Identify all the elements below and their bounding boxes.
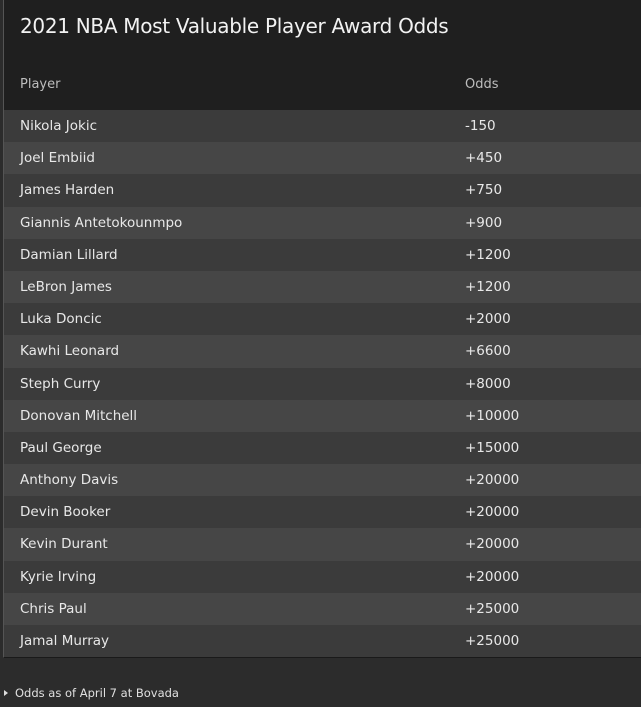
odds-value: -150 [465,118,496,134]
player-name: Joel Embiid [20,150,95,167]
odds-value: +20000 [465,504,520,521]
player-name: Paul George [20,439,102,456]
odds-value: +1200 [465,278,511,295]
odds-value: +2000 [465,311,511,328]
player-name: Luka Doncic [20,311,102,328]
odds-value: +20000 [465,472,520,489]
table-row: Anthony Davis +20000 [4,464,641,497]
table-row: Jamal Murray +25000 [4,625,641,658]
odds-value: +8000 [465,375,511,392]
column-header-player: Player [20,77,61,92]
player-name: Kawhi Leonard [20,343,120,360]
odds-value: +450 [465,150,503,167]
player-name: Donovan Mitchell [20,407,138,424]
table-row: Nikola Jokic -150 [4,110,641,143]
table-row: Luka Doncic +2000 [4,303,641,336]
table-header: 2021 NBA Most Valuable Player Award Odds… [4,0,641,110]
odds-value: +15000 [465,439,520,456]
bullet-triangle-icon [4,690,8,696]
player-name: Giannis Antetokounmpo [20,214,183,231]
odds-value: +20000 [465,536,520,553]
table-title: 2021 NBA Most Valuable Player Award Odds [20,14,449,38]
odds-value: +20000 [465,568,520,585]
table-row: Kevin Durant +20000 [4,528,641,561]
player-name: Chris Paul [20,600,87,617]
odds-value: +1200 [465,246,511,263]
table-row: Kyrie Irving +20000 [4,560,641,593]
player-name: Jamal Murray [20,633,110,649]
odds-value: +10000 [465,407,520,424]
table-row: LeBron James +1200 [4,270,641,304]
player-name: Kevin Durant [20,536,108,553]
player-name: LeBron James [20,278,112,295]
odds-value: +25000 [465,633,520,649]
table-row: Paul George +15000 [4,431,641,465]
table-row: Giannis Antetokounmpo +900 [4,206,641,239]
footnote-text: Odds as of April 7 at Bovada [15,686,179,700]
odds-value: +750 [465,182,503,199]
player-name: Kyrie Irving [20,568,97,585]
player-name: Devin Booker [20,504,111,521]
player-name: Steph Curry [20,375,101,392]
footnote: Odds as of April 7 at Bovada [4,686,179,700]
table-row: Donovan Mitchell +10000 [4,399,641,432]
table-row: James Harden +750 [4,174,641,207]
table-row: Chris Paul +25000 [4,592,641,625]
table-row: Devin Booker +20000 [4,496,641,529]
odds-table: 2021 NBA Most Valuable Player Award Odds… [3,0,641,659]
player-name: Anthony Davis [20,472,119,489]
player-name: Damian Lillard [20,246,118,263]
table-row: Damian Lillard +1200 [4,238,641,271]
table-row: Joel Embiid +450 [4,142,641,175]
table-row: Steph Curry +8000 [4,367,641,400]
odds-value: +6600 [465,343,511,360]
odds-value: +900 [465,214,503,231]
player-name: James Harden [20,182,115,199]
player-name: Nikola Jokic [20,118,97,134]
odds-value: +25000 [465,600,520,617]
table-body: Nikola Jokic -150 Joel Embiid +450 James Har… [4,110,641,658]
column-header-odds: Odds [465,77,499,92]
table-row: Kawhi Leonard +6600 [4,335,641,368]
